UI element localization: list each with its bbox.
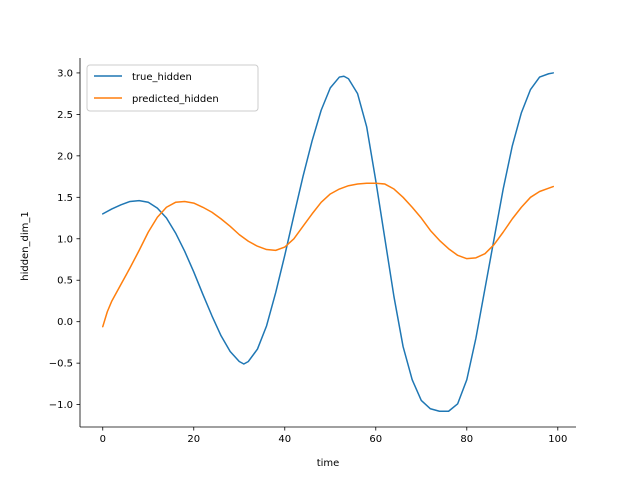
y-tick-label: −0.5 bbox=[49, 359, 73, 370]
plot-area bbox=[102, 72, 554, 412]
legend-label-true_hidden: true_hidden bbox=[132, 72, 192, 83]
y-tick-label: −1.0 bbox=[49, 400, 73, 411]
x-tick-label: 20 bbox=[187, 434, 200, 445]
series-line-true_hidden bbox=[102, 72, 554, 412]
y-tick-label: 1.5 bbox=[57, 193, 73, 204]
legend-frame bbox=[86, 64, 259, 112]
x-axis-label: time bbox=[317, 458, 340, 469]
y-tick-label: 2.5 bbox=[57, 110, 73, 121]
y-tick-label: 1.0 bbox=[57, 234, 73, 245]
x-tick-label: 60 bbox=[369, 434, 382, 445]
y-tick-label: 0.5 bbox=[57, 276, 73, 287]
axes bbox=[79, 58, 576, 428]
y-axis-label: hidden_dim_1 bbox=[20, 211, 31, 281]
legend: true_hidden predicted_hidden bbox=[86, 64, 259, 112]
x-tick-label: 100 bbox=[548, 434, 567, 445]
y-tick-label: 0.0 bbox=[57, 317, 73, 328]
y-tick-label: 2.0 bbox=[57, 151, 73, 162]
ticks: 0 20 40 60 80 100 −1.0 −0.5 0.0 0.5 1.0 1.5 2.0 2.5 3.… bbox=[49, 68, 568, 445]
x-tick-label: 0 bbox=[100, 434, 106, 445]
legend-label-predicted_hidden: predicted_hidden bbox=[132, 94, 219, 105]
y-tick-label: 3.0 bbox=[57, 68, 73, 79]
x-tick-label: 40 bbox=[278, 434, 291, 445]
x-tick-label: 80 bbox=[460, 434, 473, 445]
series-line-predicted_hidden bbox=[102, 182, 554, 328]
